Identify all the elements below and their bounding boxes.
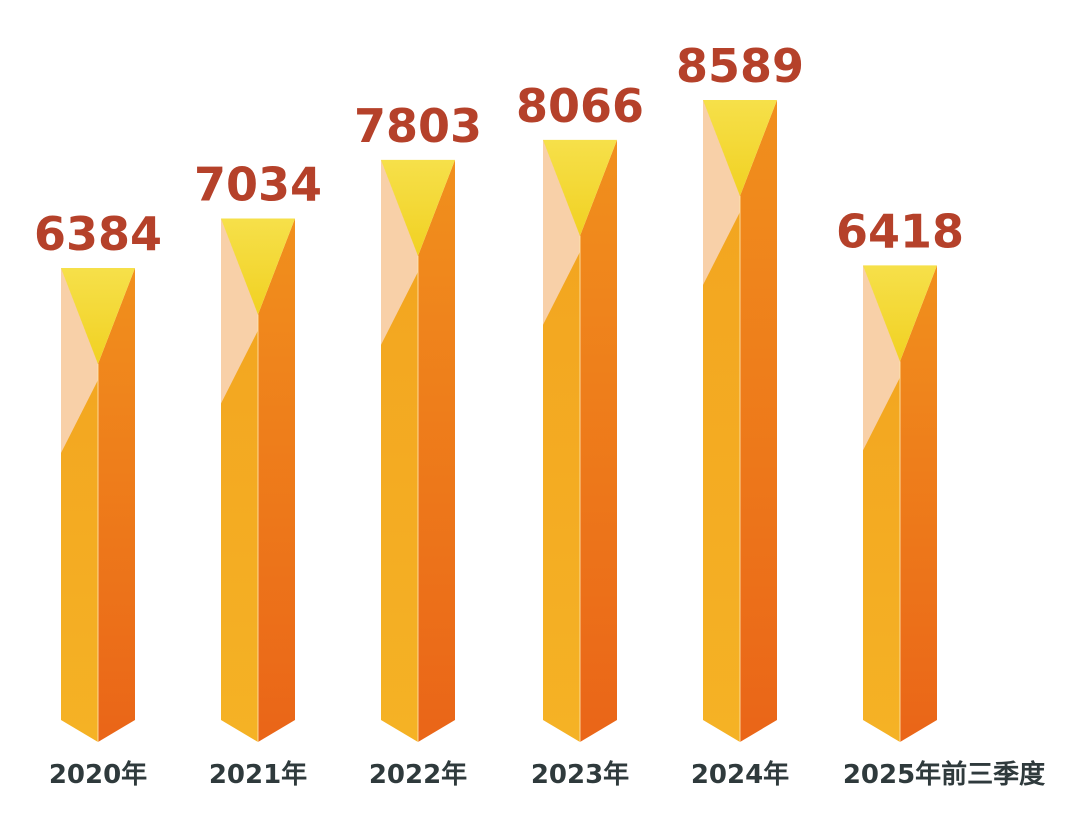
bar-value-label: 7803 xyxy=(354,99,482,153)
bar-top-triangle xyxy=(863,265,937,362)
bar-top-triangle xyxy=(543,139,617,236)
bar-side-face xyxy=(98,268,135,742)
bar-top-triangle xyxy=(221,218,295,315)
bar xyxy=(61,268,135,742)
category-label: 2025年前三季度 xyxy=(843,759,1045,790)
bar xyxy=(381,159,455,742)
bar-value-label: 7034 xyxy=(194,157,322,211)
bar xyxy=(863,265,937,742)
bar-highlight xyxy=(863,265,900,451)
bar-highlight xyxy=(543,139,580,325)
bar-side-face xyxy=(418,159,455,742)
bar-side-face xyxy=(900,265,937,742)
category-labels-layer: 2020年 2021年 2022年 2023年 2024年 2025年前三季度 xyxy=(49,759,1045,790)
bars-layer xyxy=(61,99,937,743)
bar-highlight xyxy=(381,159,418,345)
category-label: 2024年 xyxy=(691,759,789,790)
bar-value-label: 8589 xyxy=(676,39,804,93)
bar-value-label: 6418 xyxy=(836,204,964,258)
bar xyxy=(221,218,295,743)
bar-top-triangle xyxy=(381,159,455,256)
category-label: 2021年 xyxy=(209,759,307,790)
category-label: 2023年 xyxy=(531,759,629,790)
bar-highlight xyxy=(221,218,258,404)
bar-highlight xyxy=(61,268,98,453)
category-label: 2020年 xyxy=(49,759,147,790)
bar-value-label: 6384 xyxy=(34,207,162,261)
bar xyxy=(703,99,777,742)
bar-side-face xyxy=(740,99,777,742)
bar-highlight xyxy=(703,99,740,285)
category-label: 2022年 xyxy=(369,759,467,790)
bar-top-triangle xyxy=(61,268,135,364)
value-labels-layer: 6384 7034 7803 8066 8589 6418 xyxy=(34,39,964,261)
bar-side-face xyxy=(580,139,617,742)
bar-side-face xyxy=(258,218,295,743)
bar-top-triangle xyxy=(703,99,777,196)
bar-value-label: 8066 xyxy=(516,79,644,133)
bar xyxy=(543,139,617,742)
